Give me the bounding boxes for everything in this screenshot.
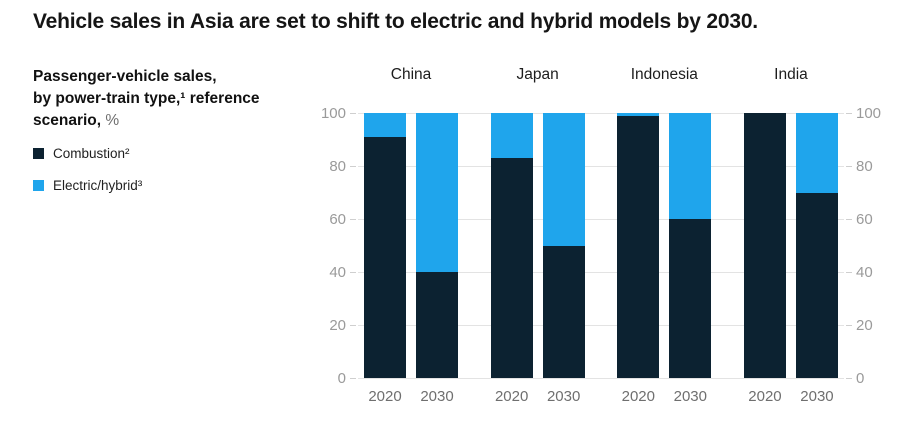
y-axis-label-left: 0 bbox=[337, 370, 346, 387]
gridline bbox=[358, 165, 844, 167]
y-axis-label-left: 60 bbox=[329, 211, 346, 228]
electric-hybrid-swatch-icon bbox=[33, 179, 44, 191]
x-tick-label-2020: 2020 bbox=[368, 388, 402, 405]
x-tick-label-2020: 2020 bbox=[494, 388, 529, 405]
bar-segment-combustion bbox=[416, 272, 458, 378]
y-axis-label-left: 80 bbox=[329, 158, 346, 175]
y-axis-label-right: 40 bbox=[856, 264, 873, 281]
bar-segment-combustion bbox=[743, 113, 786, 378]
x-tick-group-india: 2020 2030 bbox=[744, 388, 838, 405]
bar-segment-electric-hybrid bbox=[617, 113, 660, 116]
y-axis-label-left: 20 bbox=[329, 317, 346, 334]
y-axis-tick-left bbox=[350, 378, 356, 379]
subtitle-line-1: Passenger-vehicle sales, bbox=[33, 68, 217, 85]
x-tick-group-china: 2020 2030 bbox=[364, 388, 458, 405]
chart-subtitle: Passenger-vehicle sales, by power-train … bbox=[33, 66, 323, 132]
y-axis-label-right: 20 bbox=[856, 317, 873, 334]
y-axis-label-left: 100 bbox=[320, 105, 346, 122]
y-axis-tick-right bbox=[846, 325, 852, 326]
gridline bbox=[358, 377, 844, 379]
bar-segment-combustion bbox=[490, 158, 533, 378]
bar-india-2030 bbox=[795, 113, 838, 378]
x-tick-label-2030: 2030 bbox=[800, 388, 834, 405]
bar-segment-combustion bbox=[669, 219, 712, 378]
bar-segment-electric-hybrid bbox=[542, 113, 585, 246]
y-axis-label-right: 100 bbox=[856, 105, 882, 122]
y-axis-tick-left bbox=[350, 113, 356, 114]
x-axis-labels: 2020 2030 2020 2030 2020 2030 2020 2030 bbox=[358, 388, 844, 405]
legend-item-combustion: Combustion² bbox=[33, 144, 142, 162]
x-tick-label-2020: 2020 bbox=[748, 388, 782, 405]
bar-segment-combustion bbox=[795, 192, 838, 378]
bar-india-2020 bbox=[743, 113, 786, 378]
bar-segment-electric-hybrid bbox=[795, 113, 838, 193]
bar-segment-electric-hybrid bbox=[669, 113, 712, 219]
bar-group-china bbox=[364, 113, 458, 378]
legend-item-electric-hybrid: Electric/hybrid³ bbox=[33, 176, 142, 194]
subtitle-unit: % bbox=[105, 112, 120, 129]
page-title: Vehicle sales in Asia are set to shift t… bbox=[33, 10, 758, 33]
y-axis-tick-right bbox=[846, 378, 852, 379]
bar-segment-combustion bbox=[617, 115, 660, 378]
plot-area bbox=[358, 112, 844, 379]
x-tick-group-japan: 2020 2030 bbox=[491, 388, 585, 405]
gridline bbox=[358, 324, 844, 326]
bar-group-japan bbox=[490, 113, 585, 378]
legend-label-electric-hybrid: Electric/hybrid³ bbox=[53, 177, 143, 193]
y-axis-tick-right bbox=[846, 166, 852, 167]
bar-china-2020 bbox=[364, 113, 406, 378]
bar-segment-electric-hybrid bbox=[490, 113, 533, 159]
legend-label-combustion: Combustion² bbox=[53, 145, 130, 161]
gridline bbox=[358, 271, 844, 273]
y-axis-tick-right bbox=[846, 272, 852, 273]
group-label-japan: Japan bbox=[516, 66, 559, 83]
bar-segment-electric-hybrid bbox=[364, 113, 406, 137]
x-tick-group-indonesia: 2020 2030 bbox=[617, 388, 711, 405]
y-axis-label-right: 80 bbox=[856, 158, 873, 175]
bar-segment-combustion bbox=[364, 136, 406, 378]
legend: Combustion² Electric/hybrid³ bbox=[33, 144, 142, 208]
subtitle-line-3: scenario, % bbox=[33, 112, 120, 129]
bar-segment-combustion bbox=[542, 245, 585, 378]
y-axis-tick-left bbox=[350, 325, 356, 326]
x-tick-label-2030: 2030 bbox=[546, 388, 581, 405]
group-label-indonesia: Indonesia bbox=[630, 66, 698, 83]
bar-japan-2020 bbox=[490, 113, 533, 378]
group-label-india: India bbox=[774, 66, 808, 83]
y-axis-tick-left bbox=[350, 166, 356, 167]
bar-japan-2030 bbox=[542, 113, 585, 378]
y-axis-label-left: 40 bbox=[329, 264, 346, 281]
bar-indonesia-2020 bbox=[617, 113, 660, 378]
bar-china-2030 bbox=[416, 113, 458, 378]
bar-group-indonesia bbox=[617, 113, 712, 378]
x-tick-label-2020: 2020 bbox=[621, 388, 655, 405]
bar-groups-row bbox=[358, 113, 844, 378]
gridline bbox=[358, 112, 844, 114]
y-axis-label-right: 60 bbox=[856, 211, 873, 228]
gridline bbox=[358, 218, 844, 220]
bar-group-india bbox=[743, 113, 838, 378]
y-axis-tick-left bbox=[350, 272, 356, 273]
y-axis-tick-right bbox=[846, 113, 852, 114]
bar-segment-electric-hybrid bbox=[416, 113, 458, 272]
bar-indonesia-2030 bbox=[669, 113, 712, 378]
combustion-swatch-icon bbox=[33, 147, 44, 159]
y-axis-tick-right bbox=[846, 219, 852, 220]
y-axis-label-right: 0 bbox=[856, 370, 865, 387]
y-axis-tick-left bbox=[350, 219, 356, 220]
x-tick-label-2030: 2030 bbox=[673, 388, 707, 405]
subtitle-line-2: by power-train type,¹ reference bbox=[33, 90, 260, 107]
group-label-china: China bbox=[390, 66, 432, 83]
group-labels: China Japan Indonesia India bbox=[358, 66, 844, 84]
x-tick-label-2030: 2030 bbox=[420, 388, 454, 405]
